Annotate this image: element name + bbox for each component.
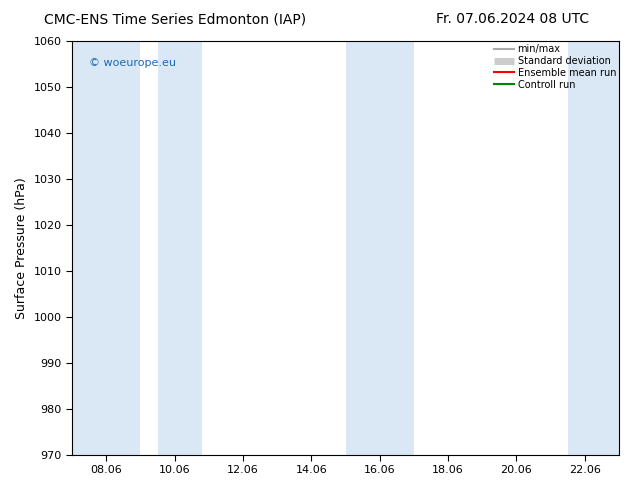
Text: © woeurope.eu: © woeurope.eu [89, 58, 176, 68]
Y-axis label: Surface Pressure (hPa): Surface Pressure (hPa) [15, 177, 28, 318]
Bar [158, 41, 202, 455]
Bar [72, 41, 141, 455]
Bar [567, 41, 619, 455]
Text: Fr. 07.06.2024 08 UTC: Fr. 07.06.2024 08 UTC [436, 12, 590, 26]
Text: CMC-ENS Time Series Edmonton (IAP): CMC-ENS Time Series Edmonton (IAP) [44, 12, 306, 26]
Bar [346, 41, 414, 455]
Legend: min/max, Standard deviation, Ensemble mean run, Controll run: min/max, Standard deviation, Ensemble me… [495, 44, 616, 90]
